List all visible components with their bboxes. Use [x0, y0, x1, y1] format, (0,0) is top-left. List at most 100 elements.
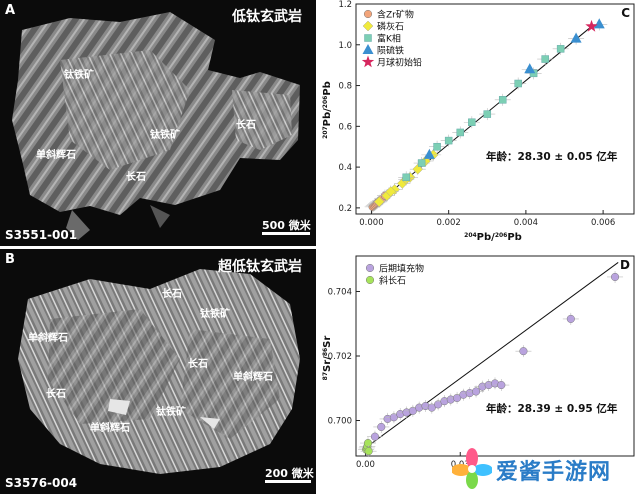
y-tick-label: 1.2 — [338, 0, 352, 10]
data-point-2 — [483, 110, 492, 118]
panel-a-letter: A — [5, 3, 16, 18]
data-point-0 — [408, 406, 417, 415]
data-point-4 — [585, 19, 598, 32]
data-point-2 — [468, 118, 476, 127]
age-annotation: 年龄：28.39 ± 0.95 亿年 — [486, 402, 618, 415]
y-tick-label: 0.8 — [338, 82, 352, 92]
age-annotation: 年龄：28.30 ± 0.05 亿年 — [486, 150, 618, 163]
data-point-0 — [453, 393, 462, 402]
x-tick-label: 0.000 — [359, 218, 383, 228]
data-point-3 — [593, 18, 605, 29]
y-axis-label: 87Sr/86Sr — [322, 336, 334, 381]
data-point-0 — [389, 413, 398, 422]
data-point-3 — [423, 148, 435, 159]
data-point-1 — [385, 186, 397, 197]
data-point-1 — [363, 439, 373, 448]
watermark-logo: 爱酱手游网 — [450, 444, 640, 494]
label-feldspar-b3: 长石 — [46, 389, 66, 400]
y-tick-label: 0.6 — [338, 122, 352, 132]
legend-label: 陨硫铁 — [377, 45, 404, 57]
label-ilmenite-b2: 钛铁矿 — [156, 407, 186, 418]
x-tick-label: 0.006 — [591, 218, 615, 228]
data-point-0 — [566, 314, 575, 323]
legend-marker — [361, 55, 375, 68]
legend-marker — [365, 263, 375, 273]
panel-a-grain-drawing — [12, 12, 300, 240]
y-axis-label: 207Pb/206Pb — [322, 81, 334, 139]
panel-a-image: A 低钛玄武岩 钛铁矿 钛铁矿 长石 单斜辉石 长石 S3551-001 500… — [0, 0, 316, 246]
data-point-0 — [610, 272, 620, 282]
legend-label: 磷灰石 — [377, 21, 404, 33]
data-point-1 — [364, 447, 373, 456]
label-ilmenite-a2: 钛铁矿 — [150, 130, 180, 141]
panel-b-scale-bar — [265, 480, 311, 483]
panel-a-title: 低钛玄武岩 — [232, 9, 302, 25]
data-point-2 — [498, 96, 507, 104]
data-point-2 — [433, 142, 441, 151]
panel-letter: C — [621, 6, 630, 20]
data-point-0 — [497, 380, 506, 390]
panel-b-title: 超低钛玄武岩 — [218, 259, 302, 275]
data-point-2 — [402, 173, 410, 182]
data-point-1 — [373, 196, 385, 208]
label-ilmenite-a1: 钛铁矿 — [64, 70, 94, 81]
data-point-0 — [427, 403, 436, 412]
legend-label: 斜长石 — [379, 275, 406, 287]
y-tick-label: 1.0 — [338, 41, 352, 51]
label-pyroxene-b1: 单斜辉石 — [28, 333, 68, 344]
plot-frame — [355, 255, 635, 457]
label-pyroxene-a: 单斜辉石 — [36, 150, 76, 161]
panel-b-image: B 超低钛玄武岩 长石 钛铁矿 单斜辉石 长石 单斜辉石 长石 钛铁矿 单斜辉石… — [0, 249, 316, 494]
panel-b-letter: B — [5, 252, 15, 267]
legend-label: 含Zr矿物 — [377, 9, 414, 21]
label-pyroxene-b2: 单斜辉石 — [233, 372, 273, 383]
data-point-0 — [377, 422, 386, 432]
label-feldspar-b2: 长石 — [188, 359, 208, 370]
legend-marker — [364, 34, 372, 42]
data-point-0 — [434, 400, 443, 409]
isochron-fit-line — [365, 262, 619, 449]
label-feldspar-b1: 长石 — [162, 289, 182, 300]
data-point-2 — [556, 45, 565, 53]
watermark-text: 爱酱手游网 — [496, 460, 612, 485]
data-point-2 — [529, 69, 538, 78]
data-point-0 — [519, 347, 528, 356]
chart-c: 0.000 0.002 0.004 0.006 0.2 0.4 0.6 0.8 1.0 1.2 含Z… — [322, 0, 635, 243]
panel-b-grain-drawing — [18, 269, 300, 474]
data-point-2 — [444, 136, 453, 145]
data-point-0 — [471, 387, 481, 396]
y-tick-label: 0.704 — [328, 287, 352, 297]
data-point-0 — [370, 432, 380, 441]
panel-letter: D — [620, 258, 630, 272]
label-pyroxene-b3: 单斜辉石 — [90, 423, 130, 434]
label-feldspar-a1: 长石 — [236, 120, 256, 131]
y-tick-label: 0.702 — [328, 352, 352, 362]
y-tick-label: 0.700 — [328, 417, 352, 427]
label-ilmenite-b1: 钛铁矿 — [200, 309, 230, 320]
data-point-3 — [524, 63, 536, 74]
x-tick-label: 0.00 — [356, 460, 375, 470]
y-tick-label: 0.4 — [338, 163, 352, 173]
x-tick-label: 0.004 — [514, 218, 538, 228]
panel-a-sample-id: S3551-001 — [5, 228, 78, 242]
panel-a-scale-label: 500 微米 — [262, 219, 311, 232]
legend-marker — [363, 9, 373, 19]
legend-marker — [362, 20, 374, 32]
panel-b-scale-label: 200 微米 — [265, 467, 314, 480]
legend-marker — [365, 275, 375, 285]
data-point-2 — [417, 159, 426, 167]
data-point-2 — [456, 128, 464, 137]
y-tick-label: 0.2 — [338, 204, 352, 214]
legend-label: 后期填充物 — [379, 263, 424, 275]
x-tick-label: 0.002 — [436, 218, 460, 228]
panel-a-scale-bar — [262, 232, 310, 235]
legend-marker — [362, 44, 374, 54]
legend-label: 富K相 — [377, 33, 401, 45]
legend-label: 月球初始铅 — [377, 57, 422, 69]
label-feldspar-a2: 长石 — [126, 172, 146, 183]
data-point-2 — [541, 55, 549, 63]
panel-b-sample-id: S3576-004 — [5, 476, 78, 490]
chart-d: 0.000.030.7000.7020.704后期填充物斜长石D年龄：28.39… — [322, 255, 635, 470]
data-point-3 — [570, 32, 582, 43]
flower-logo-icon — [452, 448, 492, 489]
